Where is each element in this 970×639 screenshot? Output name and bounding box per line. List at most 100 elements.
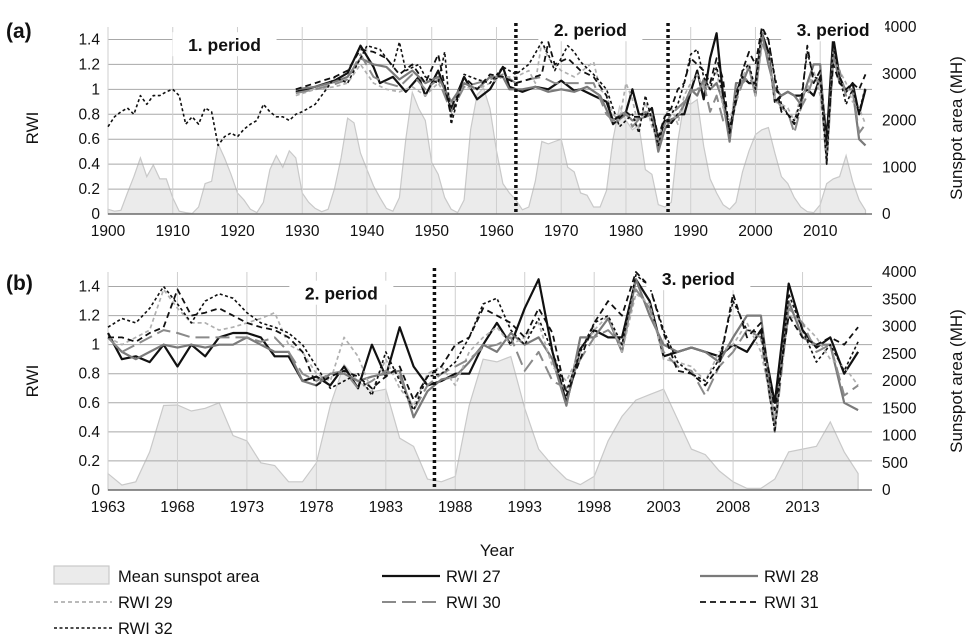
sunspot-area-b <box>107 355 859 491</box>
y2-tick-label: 4000 <box>882 19 917 36</box>
x-tick-label: 1970 <box>544 223 579 240</box>
series-rwi-32 <box>107 28 867 165</box>
y-tick-label: 1 <box>91 81 100 98</box>
y-tick-label: 0.8 <box>78 366 100 383</box>
panel-a: (a) RWI Sunspot area (MH) 0 0.2 0.4 0.6 0.8 1… <box>6 17 966 240</box>
y-tick-label: 0.6 <box>78 131 100 148</box>
y-tick-label: 1.2 <box>78 308 100 325</box>
y-tick-label: 0.4 <box>78 156 100 173</box>
period-label-bg <box>646 266 751 291</box>
x-tick-label: 1930 <box>285 223 320 240</box>
series-rwi-28 <box>295 32 867 159</box>
x-tick-label: 1960 <box>479 223 514 240</box>
panel-a-y-label: RWI <box>23 112 42 145</box>
x-tick-label: 1968 <box>160 499 194 516</box>
period-label-bg <box>172 32 277 57</box>
series-rwi-29 <box>107 288 859 419</box>
y2-tick-label: 3000 <box>882 66 917 83</box>
x-tick-label: 1978 <box>299 499 333 516</box>
y-tick-label: 1.4 <box>78 279 100 296</box>
series-rwi-30 <box>107 288 859 433</box>
y2-tick-label: 2000 <box>882 113 917 130</box>
legend: Mean sunspot area RWI 27 RWI 28 RWI 29 RWI 3… <box>53 565 819 638</box>
y2-tick-label: 4000 <box>882 264 917 281</box>
period-label-bg <box>538 17 643 42</box>
legend-item-rwi-29: RWI 29 <box>54 594 173 612</box>
sunspot-area-a <box>107 86 867 215</box>
legend-label: RWI 30 <box>446 594 501 612</box>
panel-b: (b) RWI Sunspot area (MH) Year 0 0.2 0.4 0.… <box>6 264 966 560</box>
period-label: 1. period <box>188 35 261 55</box>
y-tick-label: 1.2 <box>78 56 100 73</box>
x-tick-label: 1983 <box>369 499 403 516</box>
series-rwi-30 <box>295 41 867 166</box>
y-tick-label: 1 <box>91 337 100 354</box>
period-label-bg <box>289 280 394 305</box>
x-axis-title: Year <box>480 541 515 560</box>
y2-tick-label: 0 <box>882 206 891 223</box>
series-rwi-28 <box>107 278 859 426</box>
y-tick-label: 0.6 <box>78 395 100 412</box>
period-label: 2. period <box>305 284 378 304</box>
legend-label: RWI 32 <box>118 620 173 638</box>
legend-label: RWI 28 <box>764 568 819 586</box>
panel-a-y2-label: Sunspot area (MH) <box>947 56 966 200</box>
legend-item-rwi-31: RWI 31 <box>700 594 819 612</box>
y-tick-label: 0 <box>91 206 100 223</box>
legend-item-rwi-32: RWI 32 <box>54 620 173 638</box>
x-tick-label: 2010 <box>803 223 838 240</box>
x-tick-label: 1963 <box>91 499 125 516</box>
y2-tick-label: 3500 <box>882 291 917 308</box>
x-tick-label: 2003 <box>646 499 680 516</box>
y2-tick-label: 2500 <box>882 346 917 363</box>
panel-b-y2-label: Sunspot area (MH) <box>947 309 966 453</box>
x-tick-label: 2000 <box>738 223 773 240</box>
legend-label: Mean sunspot area <box>118 568 260 586</box>
panel-b-y-label: RWI <box>23 365 42 398</box>
panel-b-plot-area: 0 0.2 0.4 0.6 0.8 1 1.2 1.4 0 500 1000 1500 2000 2500… <box>78 264 916 516</box>
period-label: 3. period <box>797 20 870 40</box>
x-tick-label: 1950 <box>414 223 449 240</box>
x-tick-label: 1973 <box>230 499 264 516</box>
y2-tick-label: 500 <box>882 455 908 472</box>
x-tick-label: 1988 <box>438 499 472 516</box>
y2-tick-label: 1000 <box>882 159 917 176</box>
y-tick-label: 0.2 <box>78 453 100 470</box>
legend-label: RWI 31 <box>764 594 819 612</box>
y-tick-label: 1.4 <box>78 31 100 48</box>
period-label: 3. period <box>662 269 735 289</box>
y-tick-label: 0.8 <box>78 106 100 123</box>
x-tick-label: 1900 <box>91 223 126 240</box>
series-rwi-32 <box>107 274 859 433</box>
x-tick-label: 1998 <box>577 499 611 516</box>
series-rwi-31 <box>108 271 859 411</box>
y-tick-label: 0.4 <box>78 424 100 441</box>
panel-a-plot-area: 0 0.2 0.4 0.6 0.8 1 1.2 1.4 0 1000 2000 3000 4000 190… <box>78 17 917 240</box>
y2-tick-label: 1000 <box>882 428 917 445</box>
legend-item-rwi-30: RWI 30 <box>382 594 501 612</box>
x-tick-label: 2013 <box>785 499 819 516</box>
x-tick-label: 1940 <box>350 223 385 240</box>
y-tick-label: 0 <box>91 482 100 499</box>
legend-item-rwi-27: RWI 27 <box>382 568 501 586</box>
legend-item-mean-sunspot-area: Mean sunspot area <box>53 565 260 586</box>
legend-item-rwi-28: RWI 28 <box>700 568 819 586</box>
x-tick-label: 1990 <box>673 223 708 240</box>
legend-swatch <box>53 565 110 585</box>
x-tick-label: 2008 <box>716 499 750 516</box>
period-label-bg <box>781 17 886 42</box>
y2-tick-label: 2000 <box>882 373 917 390</box>
period-label: 2. period <box>554 20 627 40</box>
legend-label: RWI 29 <box>118 594 173 612</box>
y-tick-label: 0.2 <box>78 181 100 198</box>
y2-tick-label: 0 <box>882 482 891 499</box>
panel-b-tag: (b) <box>6 272 33 295</box>
y2-tick-label: 3000 <box>882 319 917 336</box>
x-tick-label: 1920 <box>220 223 255 240</box>
panel-a-tag: (a) <box>6 20 32 43</box>
x-tick-label: 1993 <box>507 499 541 516</box>
x-tick-label: 1980 <box>609 223 644 240</box>
legend-label: RWI 27 <box>446 568 501 586</box>
y2-tick-label: 1500 <box>882 400 917 417</box>
